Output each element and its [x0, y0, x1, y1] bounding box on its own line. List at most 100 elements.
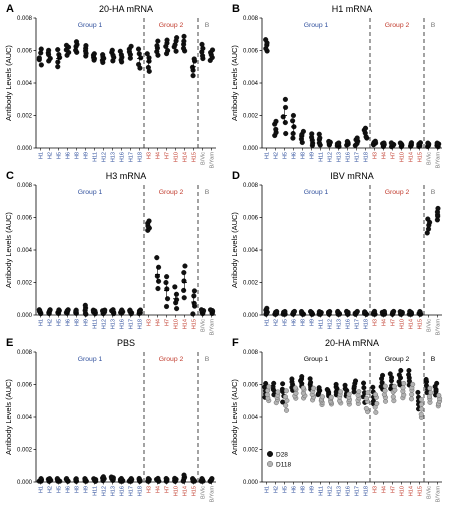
data-point	[189, 64, 196, 70]
data-point	[38, 46, 44, 52]
data-point	[308, 309, 314, 315]
data-point	[38, 62, 44, 68]
data-point	[128, 476, 134, 482]
data-point	[181, 270, 187, 276]
x-tick-label: H5	[282, 152, 288, 159]
data-point	[309, 131, 315, 137]
data-point	[164, 286, 170, 292]
group-label-group1: Group 1	[304, 189, 329, 196]
x-tick-label: H15	[191, 486, 197, 496]
data-point	[90, 307, 96, 313]
data-point	[388, 140, 394, 146]
data-point	[181, 38, 187, 44]
x-tick-label: H16	[119, 152, 125, 162]
y-tick-label: 0.002	[243, 114, 259, 120]
data-point	[172, 284, 178, 290]
panel-c: C H3 mRNA Antibody Levels (AUC) 0.000 0.002 0…	[4, 170, 216, 335]
panel-letter: F	[232, 337, 239, 349]
y-tick-label: 0.004	[17, 415, 33, 421]
data-point	[56, 52, 62, 58]
data-point	[417, 140, 423, 146]
x-tick-label: H5	[56, 486, 62, 493]
x-tick-label: H3	[146, 486, 152, 493]
data-point	[73, 307, 79, 313]
data-point-d118	[319, 394, 325, 400]
group-label-groupB: B	[431, 189, 436, 196]
x-tick-label: H13	[336, 319, 342, 329]
data-point	[128, 43, 134, 49]
x-tick-label: H13	[110, 486, 116, 496]
data-point	[63, 42, 70, 48]
data-point	[207, 307, 214, 313]
data-point-d118	[356, 389, 362, 395]
x-tick-label: H18	[137, 486, 143, 496]
x-tick-label: H11	[92, 152, 98, 162]
data-point-d118	[372, 392, 378, 398]
data-point-d118	[365, 390, 371, 396]
data-point	[136, 475, 142, 482]
data-point	[163, 303, 170, 310]
y-tick-label: 0.006	[17, 383, 33, 389]
x-tick-label: H9	[83, 486, 89, 493]
legend-marker	[267, 451, 274, 458]
panel-letter: A	[6, 3, 14, 15]
x-tick-label: H15	[417, 152, 423, 162]
x-tick-label: H12	[327, 152, 333, 162]
data-point	[407, 308, 413, 314]
data-point	[36, 307, 42, 313]
x-tick-label: H8	[74, 486, 80, 493]
data-point	[100, 474, 106, 480]
x-tick-label: H13	[336, 152, 342, 162]
data-point	[154, 255, 160, 261]
data-point-d28	[353, 378, 359, 384]
data-point-d118	[428, 390, 434, 396]
x-tick-label: H18	[363, 319, 369, 329]
data-point-d118	[300, 385, 306, 391]
x-tick-label: H1	[264, 486, 270, 493]
x-tick-label: H14	[182, 152, 188, 162]
x-tick-label: H1	[38, 152, 44, 159]
x-tick-label: H16	[345, 319, 351, 329]
x-tick-label: B/Vic	[426, 152, 432, 165]
data-point	[273, 118, 279, 124]
data-point	[282, 96, 288, 102]
data-point	[163, 475, 169, 482]
data-point-d118	[373, 409, 379, 415]
y-tick-label: 0.004	[243, 415, 259, 421]
x-tick-label: H8	[74, 152, 80, 159]
data-point	[290, 112, 296, 119]
x-tick-label: H6	[65, 152, 71, 159]
x-tick-label: H4	[381, 486, 387, 493]
x-tick-label: B/Vic	[426, 319, 432, 332]
x-tick-label: H10	[399, 152, 405, 162]
y-axis-label: Antibody Levels (AUC)	[4, 379, 13, 455]
x-tick-label: H14	[408, 486, 414, 496]
group-label-groupB: B	[205, 189, 210, 196]
data-point	[282, 104, 289, 111]
x-tick-label: H12	[101, 152, 107, 162]
x-tick-label: H1	[264, 152, 270, 159]
data-point	[119, 307, 125, 313]
x-tick-label: H10	[399, 486, 405, 496]
x-tick-label: H9	[309, 319, 315, 326]
y-tick-label: 0.008	[17, 183, 33, 189]
data-point	[397, 140, 403, 146]
data-point	[174, 306, 180, 312]
y-tick-label: 0.008	[17, 350, 33, 356]
x-tick-label: H8	[300, 319, 306, 326]
data-point	[408, 140, 415, 146]
data-point	[36, 55, 42, 61]
data-point	[144, 51, 150, 57]
x-tick-label: H1	[38, 319, 44, 326]
data-point-d118	[311, 385, 317, 391]
x-tick-label: H4	[155, 486, 161, 493]
x-tick-label: H11	[318, 152, 324, 162]
data-point-d118	[328, 394, 334, 400]
data-point-d118	[419, 406, 425, 412]
y-tick-label: 0.006	[17, 49, 33, 55]
x-tick-label: H9	[309, 486, 315, 493]
data-point	[102, 307, 108, 313]
data-point	[191, 288, 197, 294]
data-point	[371, 308, 378, 314]
y-tick-label: 0.006	[243, 49, 259, 55]
